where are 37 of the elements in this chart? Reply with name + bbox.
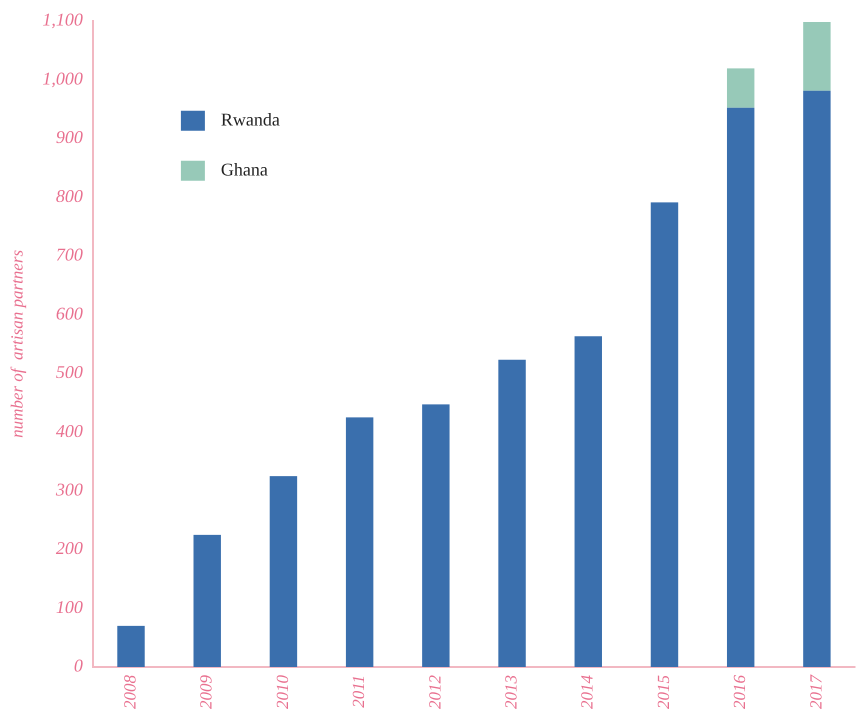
- bar: [193, 534, 221, 667]
- x-tick-label: 2011: [349, 675, 368, 708]
- y-tick-label: 0: [74, 656, 83, 676]
- bar: [574, 336, 602, 667]
- bar: [498, 360, 526, 667]
- y-tick-label: 100: [56, 596, 83, 617]
- bar: [726, 68, 754, 108]
- y-tick-label: 600: [56, 303, 83, 324]
- x-tick-label: 2008: [120, 674, 140, 709]
- x-tick-label: 2010: [272, 674, 292, 709]
- bar: [117, 626, 145, 667]
- bar: [726, 108, 754, 667]
- y-tick-label: 1,100: [42, 10, 83, 30]
- x-tick-label: 2016: [730, 674, 750, 709]
- y-tick-label: 300: [54, 480, 83, 500]
- bar: [346, 417, 374, 667]
- y-tick-label: 200: [56, 538, 83, 558]
- y-tick-label: 800: [56, 186, 83, 206]
- x-tick-label: 2012: [425, 674, 444, 709]
- y-tick-label: 900: [56, 127, 83, 148]
- x-tick-label: 2015: [654, 675, 673, 709]
- x-tick-label: 2013: [502, 675, 521, 709]
- bar: [270, 476, 298, 667]
- bar: [422, 404, 450, 667]
- y-tick-label: 700: [56, 244, 83, 265]
- x-tick-label: 2009: [196, 674, 216, 709]
- x-tick-label: 2017: [806, 674, 826, 709]
- y-axis-title: number of artisan partners: [8, 250, 27, 438]
- y-tick-label: 500: [56, 362, 83, 382]
- x-tick-label: 2014: [578, 674, 597, 709]
- bar: [803, 90, 831, 667]
- legend-label: Ghana: [220, 160, 268, 180]
- bar: [803, 22, 831, 91]
- y-tick-label: 1,000: [42, 68, 83, 88]
- bar: [650, 202, 678, 667]
- y-tick-label: 400: [56, 420, 83, 441]
- legend-label: Rwanda: [220, 110, 280, 130]
